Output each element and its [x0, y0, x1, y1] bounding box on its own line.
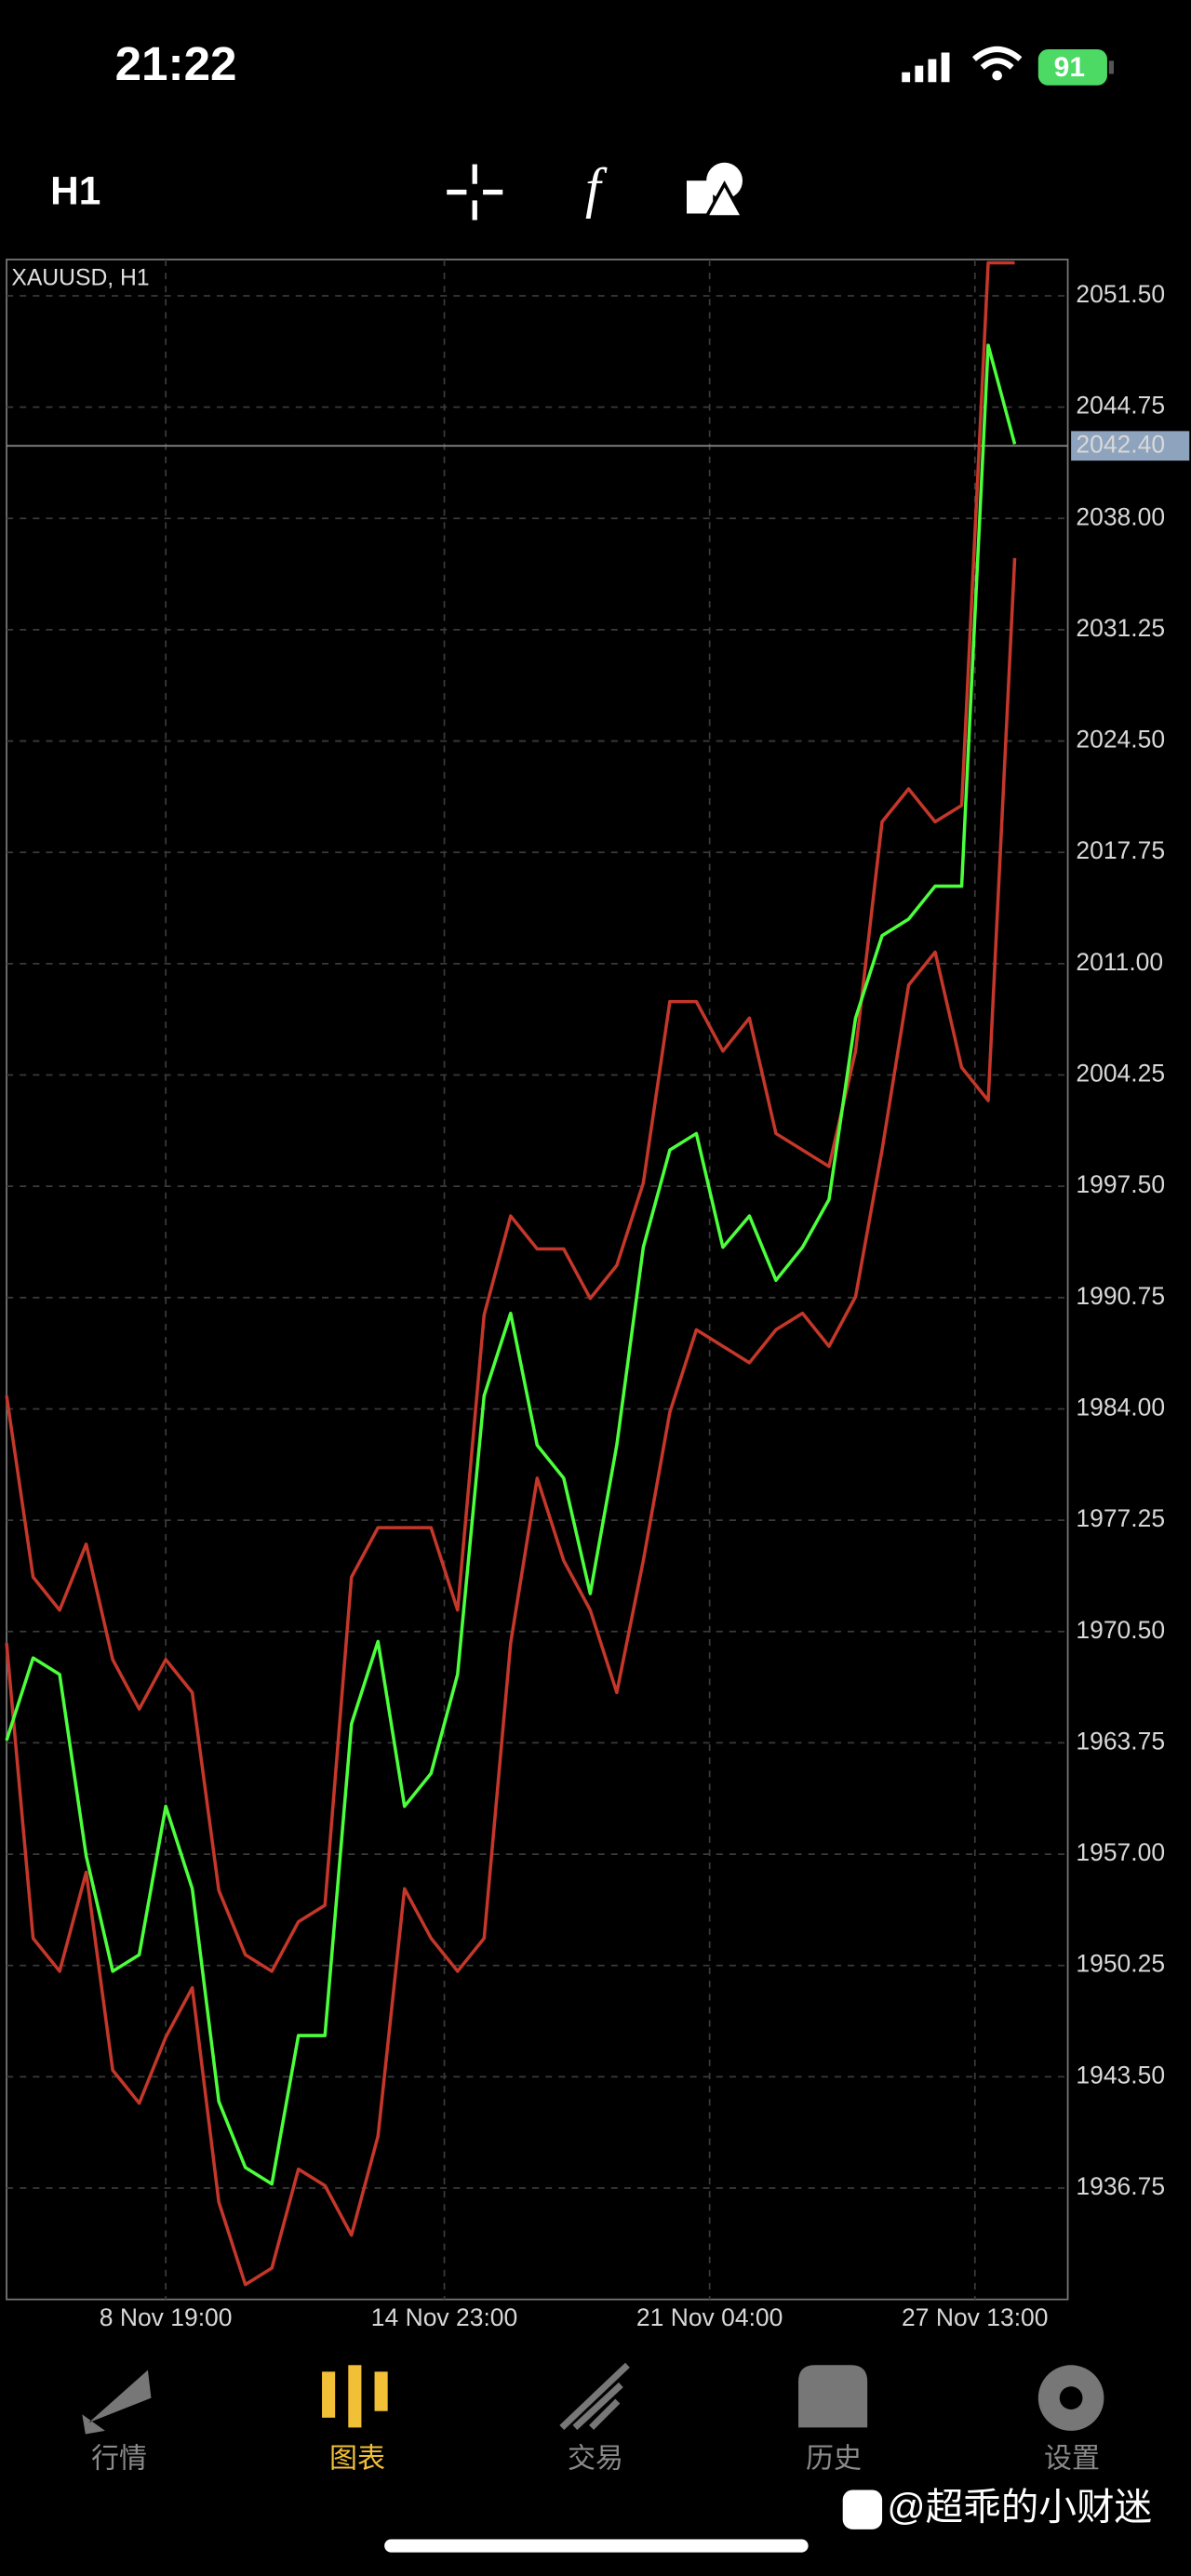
tab-label[interactable]: 设置	[1044, 2444, 1100, 2475]
y-tick-label: 2051.50	[1076, 280, 1165, 308]
x-tick-label: 14 Nov 23:00	[371, 2303, 517, 2331]
objects-button[interactable]	[686, 162, 745, 219]
y-tick-label: 2044.75	[1076, 392, 1165, 420]
price-line	[5, 343, 1017, 2186]
tab-icon-chart	[322, 2365, 388, 2428]
watermark: @超乖的小财迷	[887, 2485, 1152, 2528]
y-tick-label: 2011.00	[1076, 948, 1163, 976]
y-tick-label: 1970.50	[1076, 1616, 1165, 1644]
price-line	[5, 557, 1017, 2287]
chart-frame	[6, 259, 1069, 2301]
x-tick-label: 27 Nov 13:00	[902, 2303, 1048, 2331]
y-tick-label: 2024.50	[1076, 726, 1165, 754]
wifi-dot	[992, 70, 1002, 81]
x-tick-label: 8 Nov 19:00	[100, 2303, 233, 2331]
y-tick-label: 1984.00	[1076, 1393, 1165, 1421]
tab-bar: 行情 图表 交易 历史 设置	[91, 2444, 1100, 2475]
tab-icon-history	[798, 2365, 868, 2428]
y-tick-label: 2004.25	[1076, 1060, 1165, 1088]
crosshair-button[interactable]	[447, 164, 503, 220]
tab-icon-quotes	[82, 2369, 152, 2435]
y-tick-label: 1963.75	[1076, 1727, 1165, 1755]
current-price-label: 2042.40	[1076, 430, 1165, 458]
tab-icon-trade	[559, 2362, 630, 2430]
home-indicator	[384, 2539, 809, 2553]
y-tick-label: 1990.75	[1076, 1282, 1165, 1310]
y-tick-label: 1936.75	[1076, 2172, 1165, 2200]
current-price-box	[1071, 431, 1190, 461]
wifi-icon	[971, 46, 1023, 70]
watermark-logo	[842, 2489, 883, 2529]
battery-icon	[1037, 48, 1107, 86]
y-tick-label: 1977.25	[1076, 1504, 1165, 1532]
tab-label[interactable]: 历史	[806, 2444, 862, 2475]
tab-icons	[82, 2362, 1104, 2435]
battery-level: 91	[1054, 52, 1085, 83]
timeframe-button[interactable]: H1	[50, 169, 100, 213]
y-tick-label: 2017.75	[1076, 836, 1165, 864]
x-tick-label: 21 Nov 04:00	[636, 2303, 783, 2331]
y-tick-label: 1957.00	[1076, 1838, 1165, 1866]
tab-icon-settings-hole	[1059, 2386, 1083, 2409]
y-tick-label: 2038.00	[1076, 502, 1165, 530]
signal-icon	[902, 52, 950, 83]
battery-tip	[1108, 60, 1115, 74]
status-time: 21:22	[115, 37, 237, 90]
chart-title: XAUUSD, H1	[11, 266, 149, 291]
y-tick-label: 2031.25	[1076, 614, 1165, 642]
y-tick-label: 1950.25	[1076, 1950, 1165, 1978]
tab-label[interactable]: 交易	[568, 2444, 623, 2475]
y-tick-label: 1997.50	[1076, 1170, 1165, 1198]
tab-label[interactable]: 行情	[91, 2444, 147, 2475]
tab-label[interactable]: 图表	[329, 2444, 385, 2475]
y-tick-label: 1943.50	[1076, 2061, 1165, 2089]
chart: XAUUSD, H1 1936.75 1943.50 1950.25 1957.00 1…	[5, 259, 1190, 2331]
